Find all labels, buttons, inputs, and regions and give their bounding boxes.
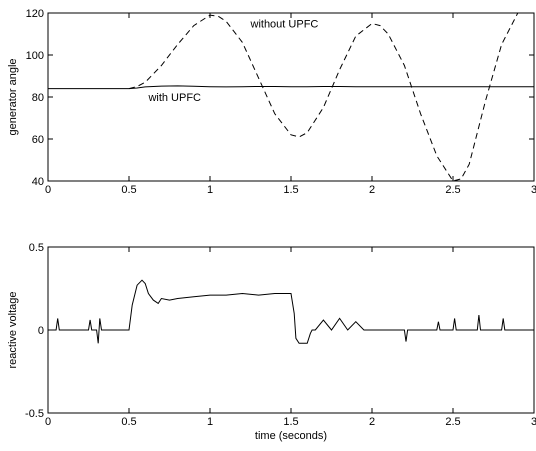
x-tick-label: 0 [45,184,51,196]
y-tick-label: 0 [38,325,44,337]
series-line-solid [48,85,534,90]
y-tick-label: 0.5 [29,242,44,254]
plot-frame [47,12,535,182]
x-tick-label: 2 [369,184,375,196]
x-tick-label: 1.5 [283,416,298,428]
x-tick-label: 2.5 [445,416,460,428]
y-tick-label: 100 [26,50,44,62]
x-tick-label: 1 [207,184,213,196]
x-tick-label: 3 [531,184,536,196]
x-tick-label: 0 [45,416,51,428]
y-axis-label: generator angle [7,58,19,135]
y-tick-label: 60 [32,134,44,146]
annotation-label: with UPFC [147,92,201,104]
x-tick-label: 2.5 [445,184,460,196]
x-tick-label: 3 [531,416,536,428]
y-tick-label: 80 [32,92,44,104]
x-tick-label: 1.5 [283,184,298,196]
series-line-solid [48,279,534,344]
x-tick-label: 2 [369,416,375,428]
x-axis-label: time (seconds) [255,430,327,442]
y-tick-label: 40 [32,176,44,188]
y-axis-label: reactive voltage [7,291,19,368]
x-tick-label: 0.5 [121,416,136,428]
x-tick-label: 1 [207,416,213,428]
y-tick-label: -0.5 [25,408,44,420]
annotation-label: without UPFC [250,19,319,31]
series-line-dashed [128,12,519,182]
y-tick-label: 120 [26,8,44,20]
x-tick-label: 0.5 [121,184,136,196]
